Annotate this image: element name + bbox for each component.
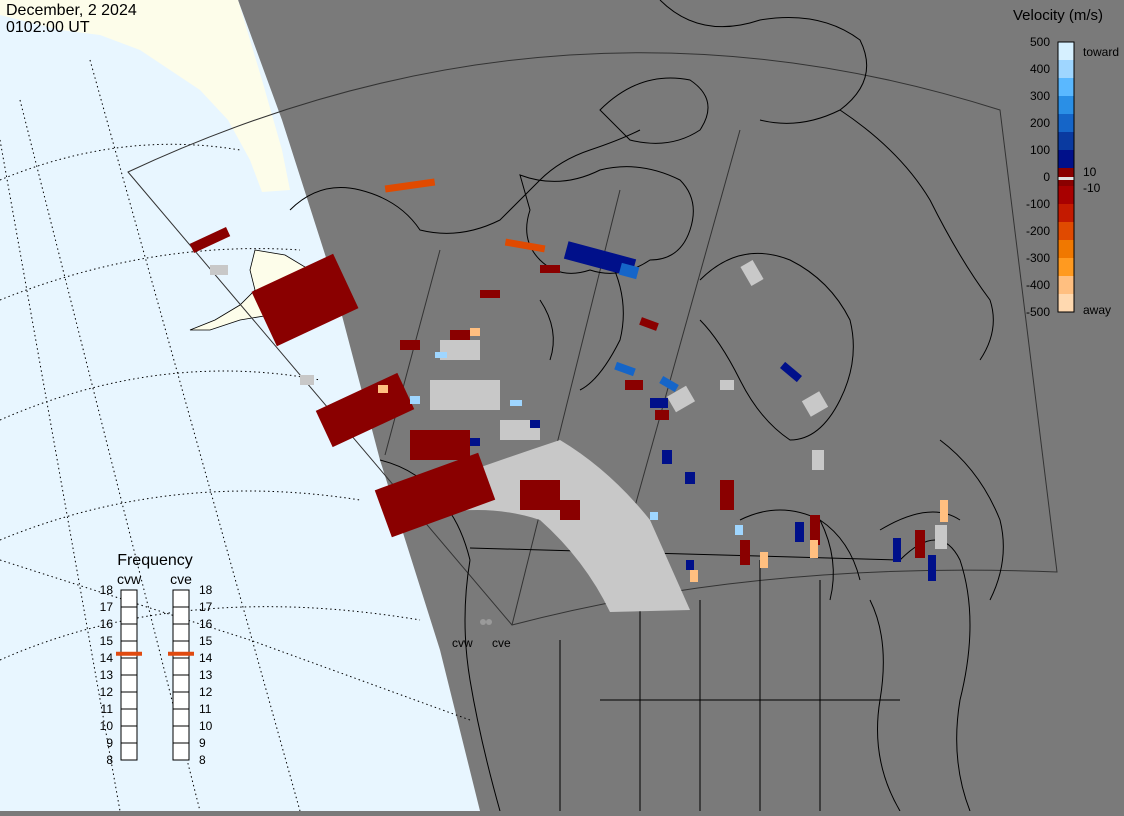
frequency-cell bbox=[120, 674, 138, 693]
frequency-tick-label: 9 bbox=[106, 736, 113, 750]
frequency-cell bbox=[120, 623, 138, 642]
frequency-tick-label: 11 bbox=[101, 702, 114, 716]
colorbar-away-label: away bbox=[1083, 303, 1111, 317]
colorbar-tick-label: 0 bbox=[1043, 170, 1050, 184]
colorbar-swatch bbox=[1058, 276, 1074, 295]
frequency-cell bbox=[120, 589, 138, 608]
colorbar-tick-label: -300 bbox=[1026, 251, 1050, 265]
velocity-cells-away bbox=[189, 227, 925, 565]
colorbar-tick-label: 200 bbox=[1030, 116, 1050, 130]
colorbar-tick-label: 400 bbox=[1030, 62, 1050, 76]
frequency-tick-label: 18 bbox=[100, 583, 114, 597]
frequency-tick-label: 14 bbox=[100, 651, 114, 665]
frequency-cell bbox=[172, 725, 190, 744]
frequency-tick-label: 12 bbox=[100, 685, 114, 699]
frequency-title: Frequency bbox=[117, 552, 193, 569]
frequency-cell bbox=[172, 691, 190, 710]
frequency-cell bbox=[172, 606, 190, 625]
colorbar-swatch bbox=[1058, 96, 1074, 115]
frequency-marker-cvw bbox=[116, 651, 142, 656]
frequency-tick-label: 17 bbox=[100, 600, 114, 614]
colorbar-toward-label: toward bbox=[1083, 45, 1119, 59]
colorbar-swatch bbox=[1058, 114, 1074, 133]
ocean-area bbox=[0, 0, 480, 811]
frequency-tick-label: 10 bbox=[199, 719, 213, 733]
frequency-tick-label: 13 bbox=[100, 668, 114, 682]
radar-label-cve: cve bbox=[492, 636, 511, 650]
colorbar-frame bbox=[1057, 41, 1075, 313]
frequency-cell bbox=[172, 674, 190, 693]
frequency-cell bbox=[172, 708, 190, 727]
colorbar-swatch bbox=[1058, 132, 1074, 151]
colorbar-tick-label: 500 bbox=[1030, 35, 1050, 49]
radar-site-cvw bbox=[480, 619, 486, 625]
radar-fov-outline bbox=[127, 52, 1058, 626]
frequency-tick-label: 16 bbox=[199, 617, 213, 631]
frequency-tick-label: 14 bbox=[199, 651, 213, 665]
frequency-cell bbox=[120, 725, 138, 744]
frequency-tick-label: 15 bbox=[100, 634, 114, 648]
colorbar-tick-label: 300 bbox=[1030, 89, 1050, 103]
frequency-tick-label: 8 bbox=[106, 753, 113, 767]
velocity-cells-away-fast bbox=[378, 178, 948, 582]
colorbar-swatch bbox=[1058, 294, 1074, 313]
lat-lon-grid bbox=[0, 59, 471, 812]
frequency-radar-label-cvw: cvw bbox=[117, 571, 142, 587]
frequency-cell bbox=[120, 657, 138, 676]
frequency-tick-label: 13 bbox=[199, 668, 213, 682]
frequency-tick-label: 16 bbox=[100, 617, 114, 631]
colorbar-threshold-neg: -10 bbox=[1083, 181, 1101, 195]
colorbar-swatch bbox=[1058, 186, 1074, 205]
colorbar-swatch bbox=[1058, 78, 1074, 97]
frequency-tick-label: 18 bbox=[199, 583, 213, 597]
frequency-tick-label: 15 bbox=[199, 634, 213, 648]
frequency-cell bbox=[120, 691, 138, 710]
frequency-tick-label: 12 bbox=[199, 685, 213, 699]
colorbar-title: Velocity (m/s) bbox=[1013, 7, 1103, 24]
colorbar-swatch bbox=[1058, 42, 1074, 61]
frequency-cell bbox=[120, 708, 138, 727]
colorbar-tick-label: -500 bbox=[1026, 305, 1050, 319]
colorbar-tick-label: -100 bbox=[1026, 197, 1050, 211]
frequency-cell bbox=[120, 742, 138, 761]
colorbar-zero-band bbox=[1058, 177, 1074, 180]
colorbar-swatch bbox=[1058, 204, 1074, 223]
frequency-cell bbox=[172, 742, 190, 761]
frequency-tick-label: 17 bbox=[199, 600, 213, 614]
colorbar-swatch bbox=[1058, 240, 1074, 259]
radar-site-cve bbox=[486, 619, 492, 625]
alaska-land bbox=[0, 0, 290, 192]
frequency-marker-cve bbox=[168, 651, 194, 656]
date-label: December, 2 2024 bbox=[6, 2, 137, 19]
radar-label-cvw: cvw bbox=[452, 636, 473, 650]
frequency-tick-label: 8 bbox=[199, 753, 206, 767]
colorbar-swatch bbox=[1058, 60, 1074, 79]
frequency-cell bbox=[120, 606, 138, 625]
velocity-colorbar: Velocity (m/s) 500 400 300 200 100 0 -100 -200 -3… bbox=[1013, 7, 1119, 319]
frequency-cell bbox=[172, 589, 190, 608]
frequency-tick-label: 9 bbox=[199, 736, 206, 750]
colorbar-swatch bbox=[1058, 150, 1074, 169]
frequency-panel: Frequencycvw18171615141312111098cve18171… bbox=[100, 552, 213, 767]
colorbar-tick-label: -200 bbox=[1026, 224, 1050, 238]
frequency-tick-label: 11 bbox=[199, 702, 212, 716]
velocity-cells-toward bbox=[410, 241, 936, 581]
frequency-radar-label-cve: cve bbox=[170, 571, 192, 587]
colorbar-tick-label: 100 bbox=[1030, 143, 1050, 157]
colorbar-swatch bbox=[1058, 222, 1074, 241]
radar-sites bbox=[480, 619, 492, 625]
frequency-tick-label: 10 bbox=[100, 719, 114, 733]
frequency-cell bbox=[172, 657, 190, 676]
time-label: 0102:00 UT bbox=[6, 19, 90, 36]
colorbar-tick-label: -400 bbox=[1026, 278, 1050, 292]
frequency-cell bbox=[172, 623, 190, 642]
colorbar-swatch bbox=[1058, 258, 1074, 277]
colorbar-threshold-pos: 10 bbox=[1083, 165, 1097, 179]
